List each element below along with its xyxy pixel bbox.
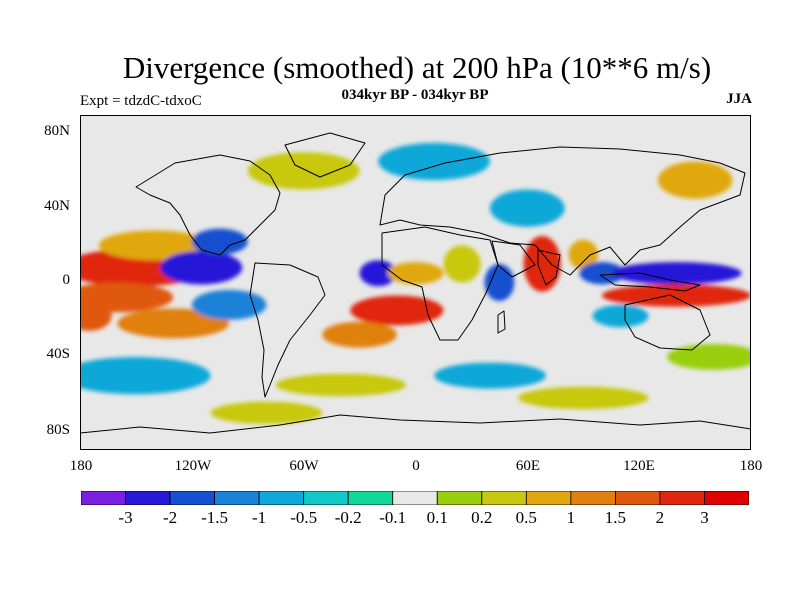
contour-region: [117, 308, 230, 339]
coastline-north-america: [135, 154, 281, 256]
y-tick-label: 80S: [46, 422, 70, 438]
colorbar-tick-label: -2: [163, 508, 178, 527]
colorbar-swatch: [347, 491, 394, 505]
coastlines: [80, 132, 751, 434]
colorbar-tick-label: 2: [655, 508, 665, 527]
colorbar-swatch: [392, 491, 438, 505]
colorbar-swatch: [659, 491, 705, 505]
contour-region: [611, 262, 742, 285]
contour-region: [443, 245, 481, 283]
coastline-south-america: [249, 262, 326, 398]
x-tick-label: 120E: [623, 458, 655, 474]
season-label: JJA: [726, 91, 752, 107]
colorbar-tick-label: -1: [252, 508, 267, 527]
contour-region: [523, 236, 561, 292]
colorbar-tick-label: 1.5: [604, 508, 627, 527]
contour-region: [191, 289, 267, 320]
x-tick-label: 180: [69, 458, 93, 474]
colorbar-swatch: [570, 491, 616, 505]
colorbar-tick-label: -1.5: [201, 508, 229, 527]
colorbar-tick-label: -3: [118, 508, 133, 527]
colorbar-swatch: [125, 491, 171, 505]
contour-region: [601, 284, 751, 307]
contour-region: [322, 321, 397, 348]
x-tick-label: 120W: [174, 458, 212, 474]
y-tick-label: 40S: [46, 346, 70, 362]
divergence-map: [80, 115, 751, 450]
contour-region: [160, 250, 243, 285]
colorbar-swatch: [214, 491, 260, 505]
x-tick-label: 0: [412, 458, 420, 474]
colorbar-tick-label: 3: [700, 508, 709, 527]
x-tick-label: 180: [739, 458, 763, 474]
colorbar-swatch: [436, 491, 483, 505]
map-canvas: [80, 115, 751, 450]
contour-region: [592, 304, 649, 328]
colorbar-tick-label: -0.1: [379, 508, 407, 527]
coastline-arabia: [491, 240, 536, 278]
colorbar-tick-label: -0.2: [334, 508, 362, 527]
contour-region: [80, 301, 112, 331]
coastline-antarctica: [80, 414, 751, 434]
contour-region: [568, 239, 599, 270]
colorbar: [81, 491, 749, 505]
contour-region: [378, 142, 490, 181]
coastline-greenland: [284, 132, 366, 178]
contour-region: [191, 228, 248, 255]
coastline-madagascar: [497, 310, 506, 334]
contour-region: [247, 152, 360, 190]
x-tick-label: 60W: [289, 458, 319, 474]
colorbar-swatch: [481, 491, 527, 505]
coastline-australia: [624, 294, 711, 351]
colorbar-tick-label: 0.5: [515, 508, 537, 527]
contour-region: [359, 260, 397, 287]
coastline-maritime-continent: [599, 272, 701, 292]
colorbar-swatch: [303, 491, 349, 505]
contour-region: [484, 263, 515, 302]
map-subtitle: 034kyr BP - 034kyr BP: [341, 87, 489, 103]
contour-region: [210, 401, 323, 424]
contour-region: [434, 362, 546, 389]
colorbar-swatch: [615, 491, 661, 505]
contour-region: [387, 262, 444, 285]
coastline-india: [537, 249, 561, 286]
contour-fields: [80, 142, 751, 424]
map-title: Divergence (smoothed) at 200 hPa (10**6 …: [122, 50, 712, 85]
contour-region: [667, 343, 751, 370]
x-tick-label: 60E: [515, 458, 541, 474]
experiment-label: Expt = tdzdC-tdxoC: [80, 93, 202, 109]
colorbar-swatch: [169, 491, 215, 505]
map-frame: [80, 115, 751, 450]
colorbar-swatch: [258, 491, 305, 505]
contour-region: [579, 262, 625, 285]
contour-region: [657, 161, 733, 199]
colorbar-tick-label: 1: [566, 508, 576, 527]
contour-region: [490, 189, 565, 227]
coastline-eurasia: [379, 146, 746, 276]
y-tick-label: 0: [62, 272, 71, 288]
colorbar-tick-label: -0.5: [290, 508, 318, 527]
colorbar-swatch: [704, 491, 749, 505]
contour-region: [80, 357, 211, 395]
colorbar-tick-label: 0.2: [471, 508, 493, 527]
colorbar-swatch: [81, 491, 126, 505]
coastline-africa: [381, 226, 499, 341]
contour-region: [518, 386, 649, 410]
colorbar-tick-label: 0.1: [426, 508, 448, 527]
y-tick-label: 40N: [44, 198, 70, 214]
contour-region: [350, 295, 444, 326]
colorbar-swatch: [525, 491, 572, 505]
y-tick-label: 80N: [44, 123, 70, 139]
contour-region: [275, 373, 407, 397]
